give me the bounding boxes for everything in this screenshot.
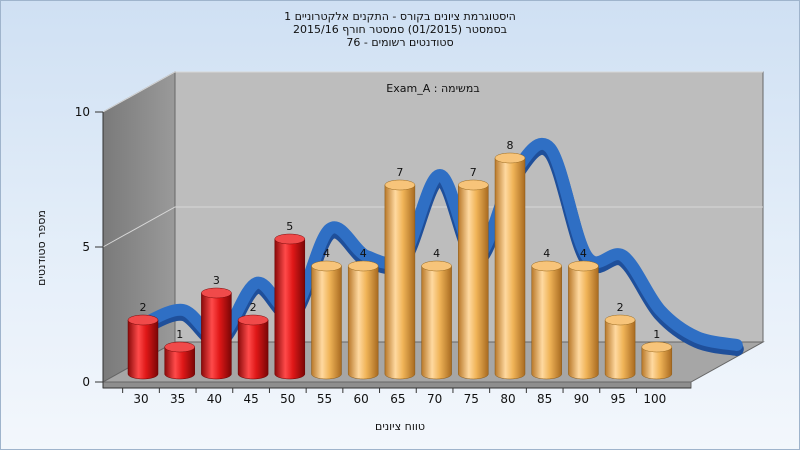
gridline [102, 71, 763, 113]
x-tick-label: 70 [427, 392, 442, 406]
x-tick-label: 50 [280, 392, 295, 406]
bar-top [568, 260, 599, 272]
bar-top [458, 179, 489, 191]
chart-inner-title: Exam_A : במשימה [386, 82, 479, 95]
bar-body [641, 346, 673, 380]
x-tick-label: 45 [243, 392, 258, 406]
bar-top [311, 260, 342, 272]
chart-title-line-3: סטודנטים רשומים - 76 [346, 36, 454, 49]
bar-top [347, 260, 379, 272]
bar-body [494, 157, 526, 380]
bar-body [201, 292, 232, 380]
bar [568, 260, 599, 380]
bar-body [568, 265, 599, 380]
bar-body [604, 319, 636, 380]
chart-title-line-1: היסטוגרמת ציונים בקורס - התקנים אלקטרוני… [284, 10, 516, 23]
bar-top [274, 233, 306, 245]
bar-body [347, 265, 379, 380]
bar-top [164, 341, 195, 353]
x-tick-label: 90 [574, 392, 589, 406]
x-tick-label: 40 [207, 392, 222, 406]
x-tick-label: 85 [537, 392, 552, 406]
bar [494, 152, 526, 380]
bar-top [641, 341, 673, 353]
x-tick-label: 55 [317, 392, 332, 406]
bar-body [458, 184, 489, 380]
smoothed-distribution-curve [136, 138, 744, 356]
bar-top [237, 314, 269, 326]
plot-floor-front-edge [102, 381, 692, 389]
bar [164, 341, 195, 380]
data-label: 4 [323, 247, 330, 260]
bar-body [237, 319, 269, 380]
bar-body [311, 265, 342, 380]
bar-top [201, 287, 232, 299]
bar [604, 314, 636, 380]
data-label: 3 [213, 274, 220, 287]
chart-title-line-2: בסמסטר (01/2015) סמסטר חורף 2015/16 [293, 23, 507, 36]
bar-body [421, 265, 452, 380]
data-label: 4 [580, 247, 587, 260]
curve-ribbon [137, 138, 743, 351]
data-label: 2 [617, 301, 624, 314]
y-tick-label: 10 [75, 105, 90, 119]
data-label: 4 [360, 247, 367, 260]
bar-top [531, 260, 562, 272]
bar [421, 260, 452, 380]
x-tick-label: 65 [390, 392, 405, 406]
bar [237, 314, 269, 380]
y-tick-label: 5 [82, 240, 90, 254]
bar-body [274, 238, 306, 380]
data-label: 1 [176, 328, 183, 341]
x-tick-label: 60 [354, 392, 369, 406]
data-label: 8 [507, 139, 514, 152]
y-axis: 0 5 10 [75, 105, 104, 389]
data-labels-group: 2 1 3 2 5 4 4 7 4 7 8 4 4 2 1 [140, 139, 661, 341]
x-axis: 30 35 40 45 50 55 60 65 70 75 80 85 90 95 100 [103, 387, 691, 406]
bar [384, 179, 416, 380]
bar [201, 287, 232, 380]
data-label: 4 [433, 247, 440, 260]
bar [347, 260, 379, 380]
x-tick-label: 30 [133, 392, 148, 406]
bars-group [127, 152, 673, 380]
bar-body [164, 346, 195, 380]
x-axis-title: טווח ציונים [375, 420, 425, 433]
bar-body [384, 184, 416, 380]
bar-top [604, 314, 636, 326]
bar-body [127, 319, 159, 380]
bar [458, 179, 489, 380]
data-label: 2 [250, 301, 257, 314]
bar-top [127, 314, 159, 326]
data-label: 7 [470, 166, 477, 179]
bar-top [384, 179, 416, 191]
bar [641, 341, 673, 380]
data-label: 2 [140, 301, 147, 314]
x-tick-label: 35 [170, 392, 185, 406]
data-label: 1 [653, 328, 660, 341]
y-tick-label: 0 [82, 375, 90, 389]
data-label: 7 [396, 166, 403, 179]
bar-top [494, 152, 526, 164]
x-tick-label: 80 [500, 392, 515, 406]
bar-body [531, 265, 562, 380]
bar [311, 260, 342, 380]
bar [531, 260, 562, 380]
bar [127, 314, 159, 380]
y-axis-title: מספר סטודנטים [35, 210, 48, 286]
data-label: 5 [286, 220, 293, 233]
bar-top [421, 260, 452, 272]
bar [274, 233, 306, 380]
data-label: 4 [543, 247, 550, 260]
x-tick-label: 95 [610, 392, 625, 406]
x-tick-label: 100 [643, 392, 666, 406]
x-tick-label: 75 [464, 392, 479, 406]
